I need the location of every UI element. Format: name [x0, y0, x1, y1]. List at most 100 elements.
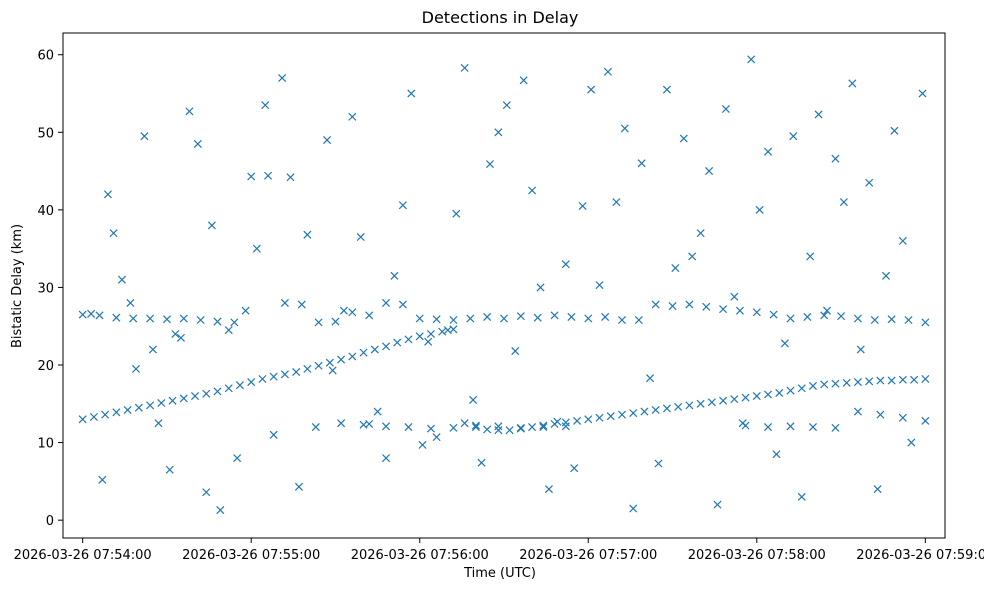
data-point: [426, 424, 435, 433]
data-point: [337, 355, 346, 364]
data-point: [466, 314, 475, 323]
data-point: [126, 298, 135, 307]
data-point: [853, 407, 862, 416]
data-point: [898, 413, 907, 422]
data-point: [808, 423, 818, 432]
data-point: [98, 475, 107, 484]
data-point: [533, 313, 542, 322]
data-point: [764, 390, 773, 399]
data-point: [359, 348, 368, 357]
data-point: [620, 124, 629, 133]
x-tick-label: 2026-03-26 07:56:00: [351, 548, 489, 563]
data-point: [370, 345, 379, 354]
data-point: [806, 252, 815, 261]
data-point: [460, 63, 469, 72]
data-point: [865, 178, 874, 187]
data-point: [303, 364, 312, 373]
data-point: [730, 292, 739, 301]
data-point: [842, 378, 851, 387]
data-point: [129, 314, 138, 323]
data-point: [873, 485, 882, 494]
data-point: [460, 419, 469, 428]
data-point: [382, 454, 391, 463]
data-point: [679, 134, 688, 143]
data-point: [764, 423, 773, 432]
data-point: [494, 426, 503, 435]
data-point: [705, 167, 714, 176]
data-point: [213, 317, 222, 326]
data-point: [213, 387, 222, 396]
x-tick-label: 2026-03-26 07:54:00: [14, 548, 152, 563]
data-point: [839, 198, 848, 207]
data-point: [890, 126, 899, 135]
data-point: [382, 298, 391, 307]
data-point: [907, 438, 916, 447]
data-point: [264, 171, 273, 180]
data-point: [505, 426, 514, 435]
data-point: [747, 55, 756, 64]
chart-title: Detections in Delay: [422, 8, 579, 27]
data-point: [424, 337, 433, 346]
data-point: [803, 312, 812, 321]
data-point: [494, 128, 503, 137]
data-point: [146, 314, 155, 323]
data-point: [831, 154, 840, 163]
data-point: [373, 407, 382, 416]
data-point: [752, 392, 761, 401]
data-point: [578, 201, 587, 211]
x-tick-label: 2026-03-26 07:59:00: [856, 548, 984, 563]
data-point: [190, 392, 200, 401]
data-point: [752, 308, 761, 317]
data-point: [154, 419, 163, 428]
data-point: [629, 409, 638, 418]
data-point: [797, 384, 806, 393]
data-point: [519, 76, 528, 85]
y-tick-label: 60: [37, 49, 54, 64]
data-point: [202, 389, 211, 398]
data-point: [485, 160, 494, 169]
data-point: [233, 454, 242, 463]
data-point: [146, 401, 155, 410]
data-point: [721, 104, 730, 114]
data-point: [595, 281, 604, 290]
data-point: [247, 378, 256, 387]
data-point: [404, 335, 413, 344]
data-point: [755, 205, 764, 214]
data-point: [719, 305, 728, 314]
axes: 2026-03-26 07:54:00 2026-03-26 07:55:00 20…: [14, 49, 984, 563]
data-point: [393, 338, 402, 347]
data-point: [382, 342, 391, 351]
data-point: [483, 425, 492, 434]
data-point: [449, 315, 458, 325]
data-point: [654, 459, 663, 468]
data-point: [797, 492, 806, 501]
data-point: [617, 410, 626, 419]
data-point: [202, 488, 211, 497]
data-point: [904, 315, 913, 325]
data-point: [719, 396, 728, 405]
y-tick-label: 50: [37, 126, 54, 141]
plot-frame: [62, 32, 946, 539]
data-point: [162, 315, 171, 324]
data-point: [918, 89, 927, 98]
data-point: [651, 300, 660, 309]
data-point: [814, 110, 823, 119]
data-point: [587, 85, 596, 94]
data-point: [185, 107, 194, 116]
data-point: [348, 112, 357, 121]
data-point: [176, 333, 185, 342]
data-point: [764, 147, 773, 156]
data-point: [235, 381, 244, 390]
data-point: [78, 415, 87, 424]
data-point: [224, 326, 233, 335]
data-point: [881, 271, 891, 280]
data-point: [856, 345, 865, 354]
data-point: [584, 415, 593, 424]
data-point: [898, 236, 907, 245]
data-point: [426, 329, 435, 339]
data-point: [831, 379, 840, 388]
data-point: [561, 422, 570, 431]
data-point: [348, 352, 357, 361]
